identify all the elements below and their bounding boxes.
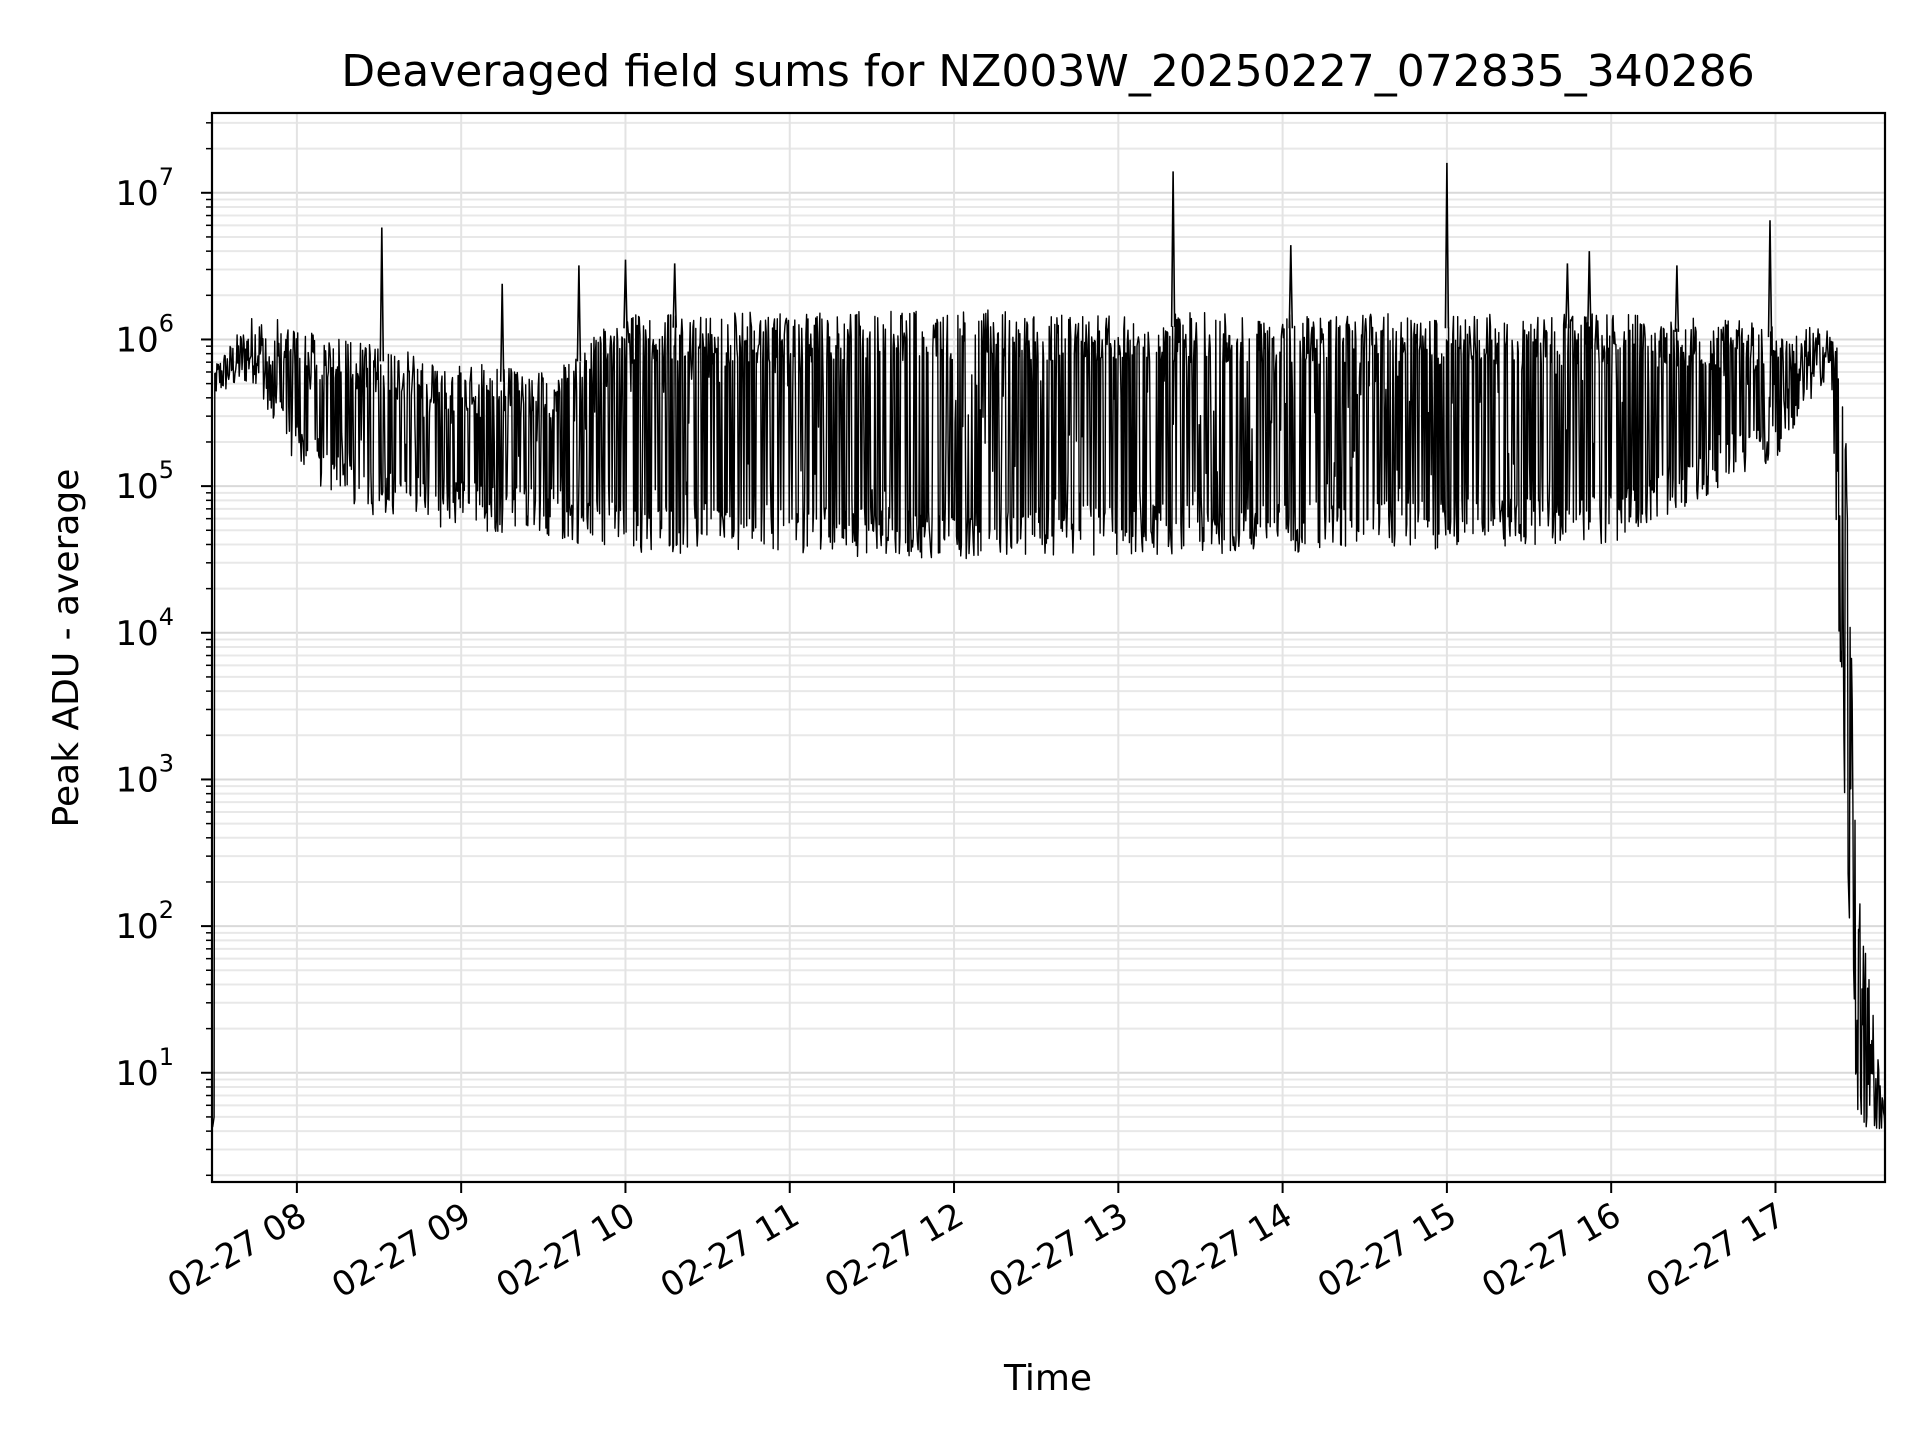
y-axis-label: Peak ADU - average bbox=[46, 469, 87, 828]
spike-mark bbox=[499, 283, 505, 382]
spike-mark bbox=[1288, 245, 1294, 329]
spike-mark bbox=[379, 227, 385, 362]
x-axis-label: Time bbox=[1003, 1358, 1092, 1399]
spike-mark bbox=[1565, 263, 1570, 329]
spike-mark bbox=[576, 265, 582, 362]
spike-mark bbox=[1674, 265, 1680, 332]
spike-mark bbox=[1444, 162, 1450, 329]
spike-mark bbox=[623, 259, 628, 329]
chart-title: Deaveraged field sums for NZ003W_2025022… bbox=[341, 46, 1754, 97]
series-line bbox=[211, 309, 1886, 1131]
data-series bbox=[211, 162, 1886, 1131]
spike-mark bbox=[1587, 251, 1592, 329]
spike-mark bbox=[1170, 171, 1176, 327]
spike-mark bbox=[1767, 220, 1773, 338]
plot-frame bbox=[210, 111, 1887, 1184]
spike-mark bbox=[672, 263, 677, 328]
